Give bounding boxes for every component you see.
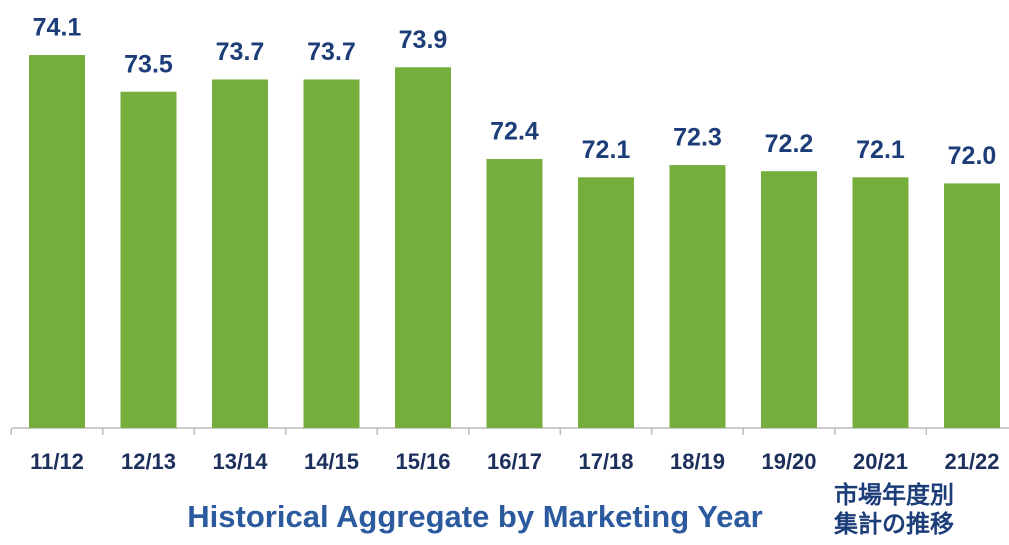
bar <box>852 177 909 428</box>
bar <box>761 171 817 428</box>
bar <box>212 79 268 428</box>
x-tick-label: 11/12 <box>30 449 84 474</box>
x-tick-label: 21/22 <box>944 449 999 474</box>
x-tick-label: 13/14 <box>212 449 268 474</box>
bar <box>578 177 634 428</box>
subtitle: 市場年度別 <box>834 481 954 509</box>
data-label: 72.3 <box>673 124 722 152</box>
x-tick-label: 12/13 <box>121 449 176 474</box>
data-label: 73.7 <box>307 38 356 66</box>
data-label: 73.9 <box>399 26 448 54</box>
bar <box>486 158 543 428</box>
data-label: 73.5 <box>124 50 173 78</box>
data-label: 72.2 <box>765 130 814 158</box>
bar <box>669 165 726 429</box>
data-label: 73.7 <box>216 38 265 66</box>
x-tick-label: 16/17 <box>487 449 542 474</box>
data-label: 72.0 <box>948 142 997 170</box>
data-label: 72.1 <box>856 136 905 164</box>
data-label: 72.1 <box>582 136 631 164</box>
x-tick-label: 18/19 <box>670 449 725 474</box>
chart-title: Historical Aggregate by Marketing Year <box>187 499 762 534</box>
x-tick-label: 17/18 <box>578 449 633 474</box>
x-tick-label: 15/16 <box>395 449 450 474</box>
bar <box>120 91 177 428</box>
x-tick-label: 20/21 <box>853 449 908 474</box>
subtitle: 集計の推移 <box>833 510 954 538</box>
data-label: 74.1 <box>33 14 82 42</box>
bar <box>944 183 1000 428</box>
data-label: 72.4 <box>490 118 539 146</box>
bar <box>395 67 451 428</box>
x-tick-label: 19/20 <box>761 449 816 474</box>
x-tick-label: 14/15 <box>304 449 359 474</box>
bar <box>303 79 360 428</box>
bar <box>29 55 85 429</box>
